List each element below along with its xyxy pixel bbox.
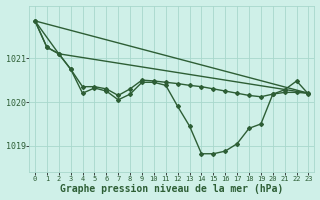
X-axis label: Graphe pression niveau de la mer (hPa): Graphe pression niveau de la mer (hPa): [60, 184, 284, 194]
